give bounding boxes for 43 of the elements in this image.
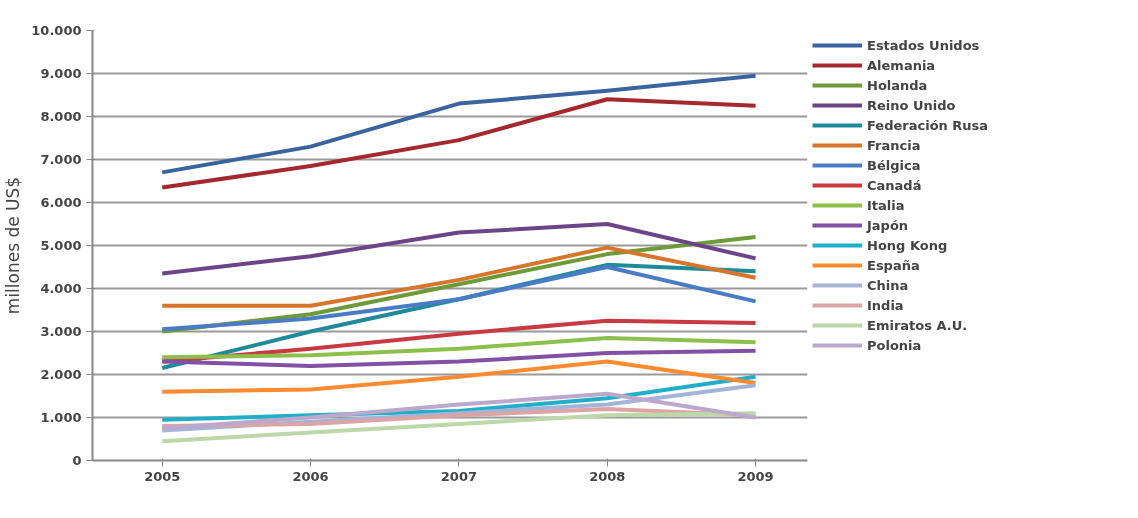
line-series <box>160 411 758 444</box>
legend-label: Holanda <box>867 77 928 93</box>
legend-label: Japón <box>867 217 909 233</box>
x-tick-label: 2006 <box>292 468 329 484</box>
x-tick-label: 2007 <box>440 468 477 484</box>
legend-label: India <box>867 297 904 313</box>
line-series <box>160 265 758 332</box>
line-series <box>160 335 758 360</box>
y-tick-label: 3.000 <box>40 324 82 339</box>
y-tick-label: 10.000 <box>31 23 82 38</box>
legend-label: Hong Kong <box>867 237 948 253</box>
y-tick-label: 1.000 <box>40 410 82 425</box>
legend-label: China <box>867 277 909 293</box>
line-series <box>160 245 758 308</box>
legend-label: España <box>867 257 920 273</box>
legend-label: Federación Rusa <box>867 117 989 133</box>
legend-label: Bélgica <box>867 157 921 173</box>
x-tick-label: 2009 <box>737 468 774 484</box>
legend-label: Reino Unido <box>867 97 956 113</box>
y-tick-label: 7.000 <box>40 152 82 167</box>
legend-label: Emiratos A.U. <box>867 317 968 333</box>
x-tick-label: 2005 <box>144 468 181 484</box>
line-series <box>160 97 758 190</box>
legend-label: Polonia <box>867 337 922 353</box>
y-tick-label: 2.000 <box>40 367 82 382</box>
y-tick-label: 8.000 <box>40 109 82 124</box>
legend-label: Francia <box>867 137 921 153</box>
legend-label: Italia <box>867 197 905 213</box>
y-tick-label: 9.000 <box>40 66 82 81</box>
legend-label: Alemania <box>867 57 936 73</box>
x-tick-label: 2008 <box>589 468 626 484</box>
y-tick-label: 0 <box>72 453 82 468</box>
legend-label: Canadá <box>867 177 922 193</box>
line-series <box>160 391 758 431</box>
line-series <box>160 348 758 368</box>
y-tick-label: 6.000 <box>40 195 82 210</box>
y-tick-label: 4.000 <box>40 281 82 296</box>
y-axis-title: millones de US$ <box>3 176 24 315</box>
legend-label: Estados Unidos <box>867 37 980 53</box>
y-tick-label: 5.000 <box>40 238 82 253</box>
line-series <box>160 359 758 394</box>
line-series <box>160 73 758 175</box>
line-series <box>160 222 758 276</box>
